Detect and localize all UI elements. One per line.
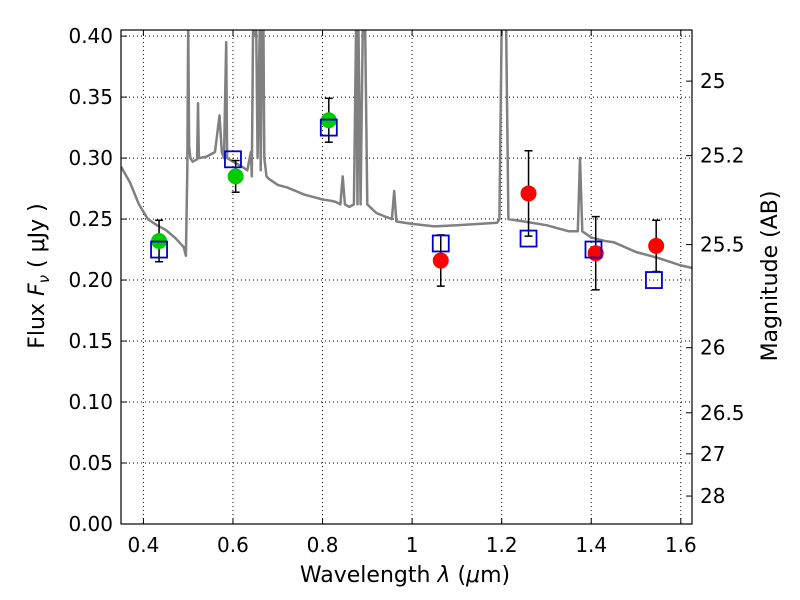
x-tick-label: 1.6 (665, 533, 697, 557)
x-tick-label: 1.4 (575, 533, 607, 557)
data-point-circle (432, 252, 449, 269)
data-point-circle (520, 185, 537, 202)
y-tick-label: 0.25 (68, 207, 113, 231)
magnitude-tick-label: 26 (700, 336, 725, 360)
y-tick-label: 0.30 (68, 146, 113, 170)
x-tick-label: 1 (406, 533, 419, 557)
magnitude-tick-label: 25.2 (700, 144, 745, 168)
axes: 0.4 0.6 0.8 1 1.2 1.4 1.6 0.00 0.05 0.10 0.15 0.20 0… (68, 24, 744, 557)
grid-lines (121, 30, 692, 525)
model-point-square (645, 271, 663, 289)
magnitude-tick-label: 26.5 (700, 401, 745, 425)
model-point-square (519, 229, 538, 248)
x-axis-label: Wavelength λ (μm) (300, 563, 510, 588)
y-tick-label: 0.15 (68, 329, 113, 353)
spectrum-line (121, 30, 692, 270)
model-point-square (150, 240, 168, 259)
y-tick-label: 0.20 (68, 268, 113, 292)
plot-frame (120, 29, 693, 525)
model-spectrum (121, 30, 692, 270)
x-tick-label: 0.4 (127, 533, 159, 557)
y-tick-label: 0.00 (68, 512, 113, 536)
magnitude-axis-label: Magnitude (AB) (758, 191, 783, 362)
x-tick-label: 0.8 (307, 533, 339, 557)
y-tick-label: 0.10 (68, 390, 113, 414)
model-point-square (431, 234, 450, 253)
magnitude-tick-label: 25 (700, 69, 725, 93)
magnitude-tick-label: 28 (700, 484, 725, 508)
y-tick-label: 0.35 (68, 85, 113, 109)
model-point-square (584, 240, 603, 259)
data-point-circle (227, 168, 244, 185)
magnitude-tick-label: 25.5 (700, 233, 745, 257)
data-markers (150, 97, 665, 291)
model-point-square (319, 118, 338, 137)
x-tick-label: 0.6 (217, 533, 249, 557)
y-tick-label: 0.05 (68, 451, 113, 475)
x-tick-label: 1.2 (486, 533, 518, 557)
y-axis-label: Flux Fν ( μJy ) (25, 203, 53, 348)
magnitude-tick-label: 27 (700, 442, 725, 466)
y-tick-label: 0.40 (68, 24, 113, 48)
model-point-square (224, 150, 242, 169)
data-point-circle (648, 237, 665, 254)
